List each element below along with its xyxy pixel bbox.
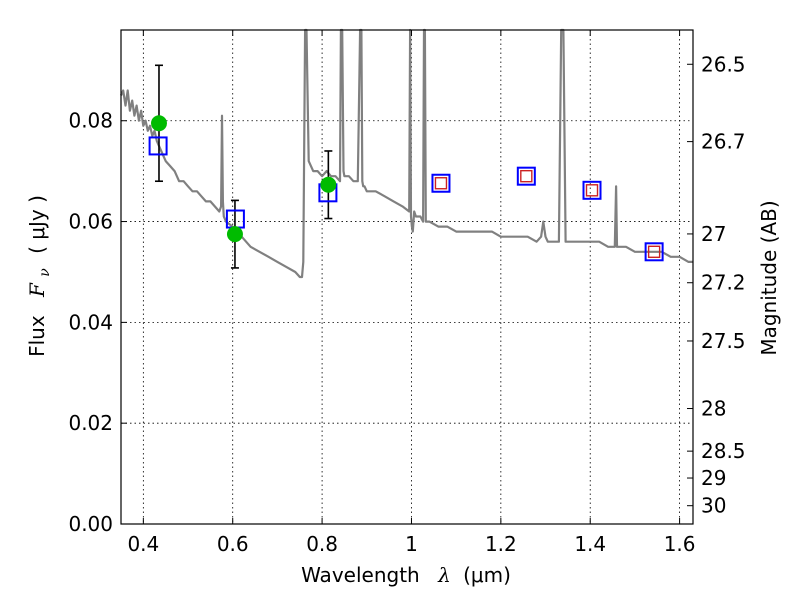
observed-point bbox=[150, 115, 167, 132]
model-square-blue bbox=[148, 136, 168, 156]
y-tick-label: 0.06 bbox=[68, 210, 113, 234]
y-axis-label-text: Flux bbox=[25, 315, 49, 357]
y-axis-label: Flux F ν ( μJy ) bbox=[25, 195, 54, 357]
y-tick-label: 0.02 bbox=[68, 411, 113, 435]
model-square-red bbox=[520, 169, 533, 183]
x-tick-label: 0.6 bbox=[217, 532, 249, 556]
mag-tick-label: 30 bbox=[701, 494, 726, 518]
plot-frame bbox=[120, 29, 694, 525]
model-square-red bbox=[434, 177, 448, 190]
model-square-red bbox=[647, 245, 661, 258]
x-axis-label: Wavelength λ (μm) bbox=[301, 563, 511, 587]
mag-tick-label: 26.7 bbox=[701, 130, 746, 154]
x-axis: 0.4 0.6 0.8 1 1.2 1.4 1.6 bbox=[127, 30, 696, 556]
observed-photometry bbox=[150, 115, 337, 243]
mag-tick-label: 27 bbox=[701, 222, 726, 246]
mag-tick-label: 27.5 bbox=[701, 329, 746, 353]
model-square-blue bbox=[431, 173, 451, 193]
observed-point bbox=[226, 226, 243, 243]
mag-tick-label: 28.5 bbox=[701, 439, 746, 463]
y-tick-label: 0.04 bbox=[68, 310, 113, 334]
model-square-blue bbox=[582, 180, 602, 200]
mag-tick-label: 29 bbox=[701, 466, 726, 490]
plot-area bbox=[119, 28, 694, 525]
model-square-blue bbox=[516, 166, 536, 186]
model-square-red bbox=[585, 184, 599, 197]
x-axis-label-symbol: λ bbox=[437, 563, 451, 587]
model-square-blue bbox=[644, 242, 664, 262]
y-tick-label: 0.08 bbox=[68, 109, 113, 133]
model-photometry-red bbox=[434, 169, 661, 258]
x-tick-label: 1.4 bbox=[574, 532, 606, 556]
y2-axis-label: Magnitude (AB) bbox=[757, 200, 781, 355]
y-axis-label-subscript: ν bbox=[37, 268, 53, 277]
x-tick-label: 1.2 bbox=[485, 532, 517, 556]
y-axis-left: 0.00 0.02 0.04 0.06 0.08 bbox=[68, 109, 127, 536]
mag-tick-label: 26.5 bbox=[701, 52, 746, 76]
x-axis-label-unit: (μm) bbox=[463, 563, 511, 587]
y-axis-right: 26.5 26.7 27 27.2 27.5 28 28.5 29 30 bbox=[687, 52, 746, 518]
x-tick-label: 0.4 bbox=[127, 532, 159, 556]
y-tick-label: 0.00 bbox=[68, 512, 113, 536]
x-tick-label: 1.6 bbox=[664, 532, 696, 556]
plot-background bbox=[121, 30, 693, 524]
x-tick-label: 1 bbox=[405, 532, 418, 556]
observed-point bbox=[320, 176, 337, 193]
mag-tick-label: 27.2 bbox=[701, 271, 746, 295]
y-axis-label-unit: ( μJy ) bbox=[25, 195, 49, 254]
y-axis-label-symbol: F bbox=[25, 282, 49, 298]
x-tick-label: 0.8 bbox=[306, 532, 338, 556]
x-axis-label-text: Wavelength bbox=[301, 563, 420, 587]
mag-tick-label: 28 bbox=[701, 397, 726, 421]
